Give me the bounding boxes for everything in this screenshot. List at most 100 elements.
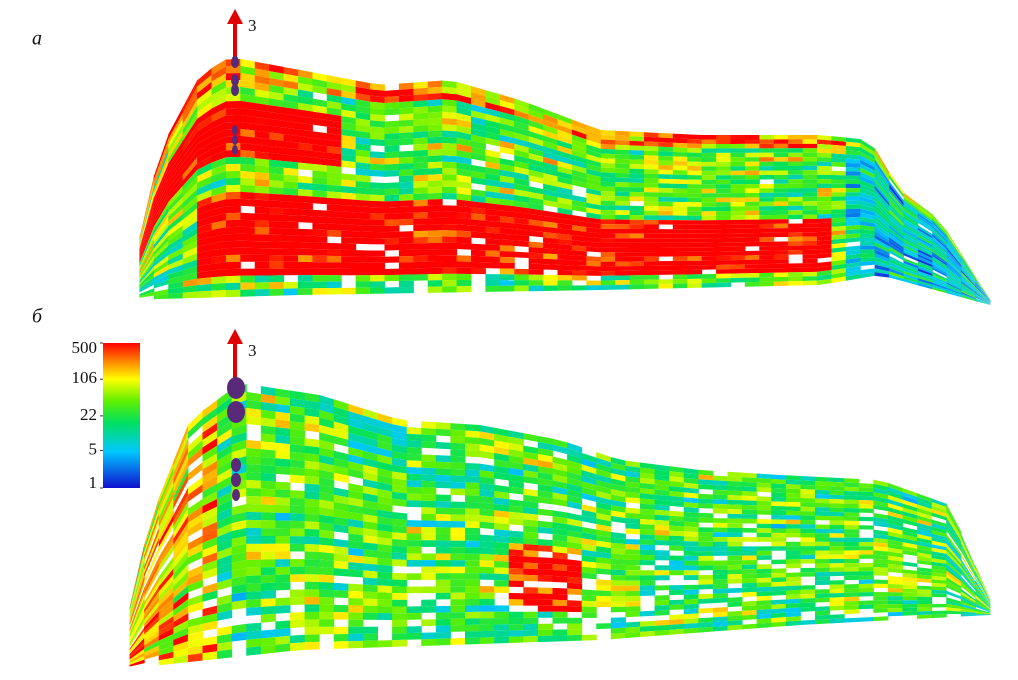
cell: [465, 553, 481, 561]
cell: [615, 196, 631, 202]
cell: [144, 600, 160, 624]
cell: [514, 138, 530, 148]
cell: [644, 215, 659, 220]
cell: [173, 437, 189, 480]
cell: [304, 468, 320, 478]
cell: [960, 596, 976, 606]
cell: [701, 143, 717, 149]
cell: [672, 151, 688, 157]
cell: [377, 433, 393, 445]
cell: [552, 635, 568, 642]
cell: [197, 88, 212, 107]
cell: [182, 92, 198, 125]
cell: [514, 200, 530, 209]
cell: [931, 540, 947, 548]
cell: [348, 461, 364, 472]
cell: [129, 612, 145, 644]
cell: [931, 561, 947, 568]
cell: [961, 265, 977, 285]
cell: [687, 220, 703, 225]
cell: [485, 155, 501, 165]
cell: [975, 596, 991, 610]
cell: [831, 183, 847, 189]
cell: [932, 276, 948, 285]
cell: [427, 105, 443, 113]
cell: [845, 220, 861, 226]
cell: [829, 588, 845, 594]
cell: [831, 263, 847, 271]
cell: [730, 264, 746, 270]
cell: [333, 546, 349, 555]
cell: [672, 188, 688, 194]
cell: [756, 509, 772, 515]
cell: [712, 588, 728, 594]
cell: [182, 79, 198, 114]
cell: [932, 231, 948, 248]
cell: [173, 585, 189, 605]
cell: [129, 572, 145, 624]
cell: [508, 593, 524, 600]
cell: [384, 287, 400, 294]
cell: [537, 575, 553, 582]
cell: [202, 643, 218, 654]
cell: [887, 592, 903, 597]
cell: [946, 256, 962, 274]
cell: [523, 457, 539, 467]
cell: [730, 188, 746, 194]
cell: [240, 58, 256, 69]
cell: [319, 537, 335, 547]
cell: [246, 495, 262, 505]
cell: [902, 546, 918, 553]
cell: [831, 162, 847, 168]
cell: [600, 275, 616, 281]
cell: [557, 140, 573, 150]
cell: [319, 574, 335, 583]
cell: [523, 556, 539, 564]
colorbar-tick-label: 500: [72, 338, 98, 357]
cell: [275, 497, 291, 506]
cell: [427, 230, 443, 237]
cell: [771, 483, 787, 489]
cell: [240, 254, 256, 262]
cell: [946, 260, 962, 276]
cell: [341, 224, 357, 232]
cell: [312, 262, 328, 269]
cell: [629, 210, 645, 216]
cell: [153, 221, 169, 246]
cell: [687, 260, 703, 266]
cell: [528, 202, 544, 211]
cell: [421, 460, 437, 469]
cell: [225, 240, 241, 249]
cell: [975, 612, 991, 615]
cell: [413, 93, 429, 102]
cell: [254, 199, 270, 208]
cell: [625, 621, 641, 628]
cell: [802, 187, 818, 193]
cell: [917, 559, 933, 566]
cell: [845, 229, 861, 235]
cell: [586, 227, 602, 234]
cell: [326, 113, 342, 123]
cell: [716, 135, 731, 140]
cell: [815, 528, 831, 534]
cell: [845, 146, 861, 152]
cell: [615, 210, 631, 216]
cell: [844, 546, 860, 551]
cell: [629, 154, 645, 160]
cell: [887, 515, 903, 523]
cell: [283, 73, 299, 83]
cell: [384, 95, 400, 104]
cell: [450, 527, 466, 535]
cell: [975, 586, 991, 607]
cell: [683, 467, 699, 475]
cell: [254, 61, 270, 72]
cell: [975, 577, 991, 604]
cell: [537, 441, 553, 451]
cell: [946, 254, 962, 273]
cell: [644, 132, 659, 138]
cell: [654, 534, 670, 541]
cell: [716, 219, 731, 225]
cell: [298, 109, 313, 119]
cell: [742, 495, 758, 501]
cell: [960, 571, 976, 592]
